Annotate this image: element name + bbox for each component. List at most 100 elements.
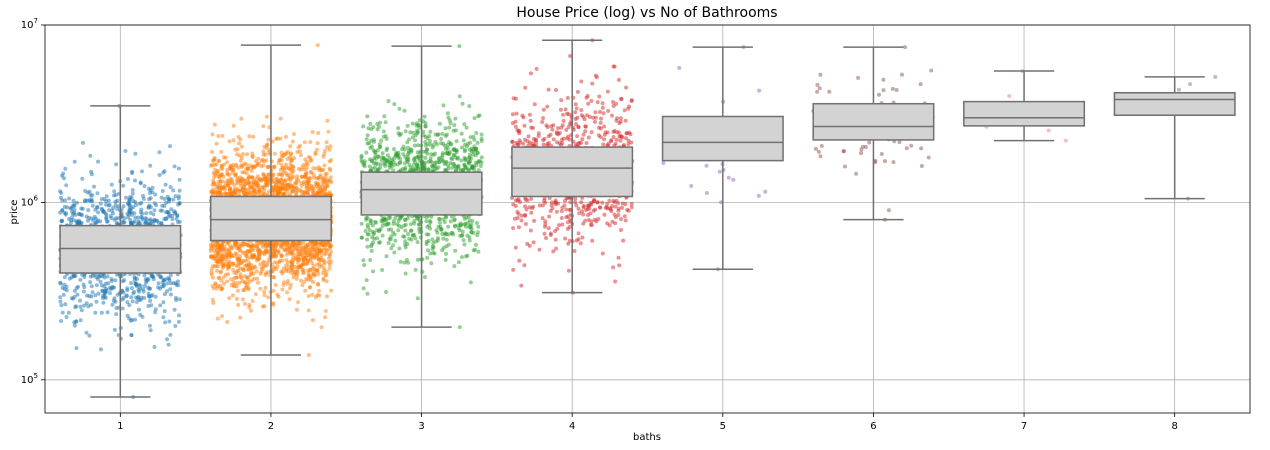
data-point xyxy=(324,140,329,145)
data-point xyxy=(398,259,403,264)
data-point xyxy=(90,199,95,204)
data-point xyxy=(219,149,224,154)
data-point xyxy=(249,186,254,191)
data-point xyxy=(167,278,172,283)
data-point xyxy=(262,289,267,294)
data-point xyxy=(281,269,286,274)
data-point xyxy=(212,248,217,253)
data-point xyxy=(253,189,258,194)
data-point xyxy=(328,144,333,149)
data-point xyxy=(231,167,236,172)
data-point xyxy=(251,164,256,169)
data-point xyxy=(113,299,118,304)
data-point xyxy=(135,215,140,220)
data-point xyxy=(130,191,135,196)
data-point xyxy=(431,152,436,157)
data-point xyxy=(263,248,268,253)
data-point xyxy=(284,266,289,271)
data-point xyxy=(326,260,331,265)
data-point xyxy=(231,123,236,128)
data-point xyxy=(251,134,256,139)
data-point xyxy=(58,295,63,300)
data-point xyxy=(271,288,276,293)
data-point xyxy=(151,212,156,217)
data-point xyxy=(253,292,258,297)
data-point xyxy=(371,240,375,245)
data-point xyxy=(63,166,68,171)
data-point xyxy=(173,324,178,328)
data-point xyxy=(232,276,237,281)
data-point xyxy=(313,180,318,185)
data-point xyxy=(308,159,313,163)
data-point xyxy=(443,257,448,262)
data-point xyxy=(260,185,265,190)
data-point xyxy=(448,219,453,224)
data-point xyxy=(329,249,333,254)
data-point xyxy=(59,218,64,223)
data-point xyxy=(250,266,255,271)
data-point xyxy=(153,294,158,299)
data-point xyxy=(378,165,383,170)
data-point xyxy=(241,152,245,157)
data-point xyxy=(78,298,82,303)
data-point xyxy=(440,151,445,156)
data-point xyxy=(61,292,66,297)
data-point xyxy=(240,163,245,168)
data-point xyxy=(245,277,250,282)
data-point xyxy=(72,159,77,164)
data-point xyxy=(115,198,120,203)
data-point xyxy=(105,274,110,279)
data-point xyxy=(113,278,118,283)
data-point xyxy=(74,304,79,309)
data-point xyxy=(151,277,156,282)
data-point xyxy=(168,213,173,218)
data-point xyxy=(139,215,144,219)
data-point xyxy=(324,184,329,188)
data-point xyxy=(121,204,126,209)
data-point xyxy=(162,292,167,297)
data-point xyxy=(369,144,374,149)
data-point xyxy=(319,263,324,268)
data-point xyxy=(294,179,299,184)
data-point xyxy=(152,217,157,222)
data-point xyxy=(110,286,115,291)
data-point xyxy=(403,228,408,233)
data-point xyxy=(146,285,151,290)
data-point xyxy=(164,217,169,222)
data-point xyxy=(110,208,115,213)
data-point xyxy=(94,283,99,288)
data-point xyxy=(248,272,253,277)
data-point xyxy=(157,173,162,177)
data-point xyxy=(411,162,416,167)
data-point xyxy=(374,161,379,166)
data-point xyxy=(165,281,170,286)
data-point xyxy=(105,310,110,315)
data-point xyxy=(233,251,238,256)
data-point xyxy=(453,128,458,133)
data-point xyxy=(277,189,282,194)
data-point xyxy=(258,286,263,291)
data-point xyxy=(141,196,146,201)
data-point xyxy=(304,170,309,175)
data-point xyxy=(235,147,240,152)
data-point xyxy=(60,173,64,178)
data-point xyxy=(212,264,217,269)
data-point xyxy=(106,281,111,286)
data-point xyxy=(298,143,302,148)
data-point xyxy=(121,290,126,295)
data-point xyxy=(261,163,266,168)
data-point xyxy=(324,294,329,299)
data-point xyxy=(220,265,225,270)
data-point xyxy=(163,320,168,325)
data-point xyxy=(232,270,237,275)
data-point xyxy=(84,301,89,306)
data-point xyxy=(78,304,83,309)
data-point xyxy=(64,183,69,188)
data-point xyxy=(240,250,245,255)
data-point xyxy=(310,261,315,265)
data-point xyxy=(255,276,260,281)
data-point xyxy=(313,273,318,278)
data-point xyxy=(427,139,432,143)
data-point xyxy=(397,246,402,251)
data-point xyxy=(72,207,77,212)
